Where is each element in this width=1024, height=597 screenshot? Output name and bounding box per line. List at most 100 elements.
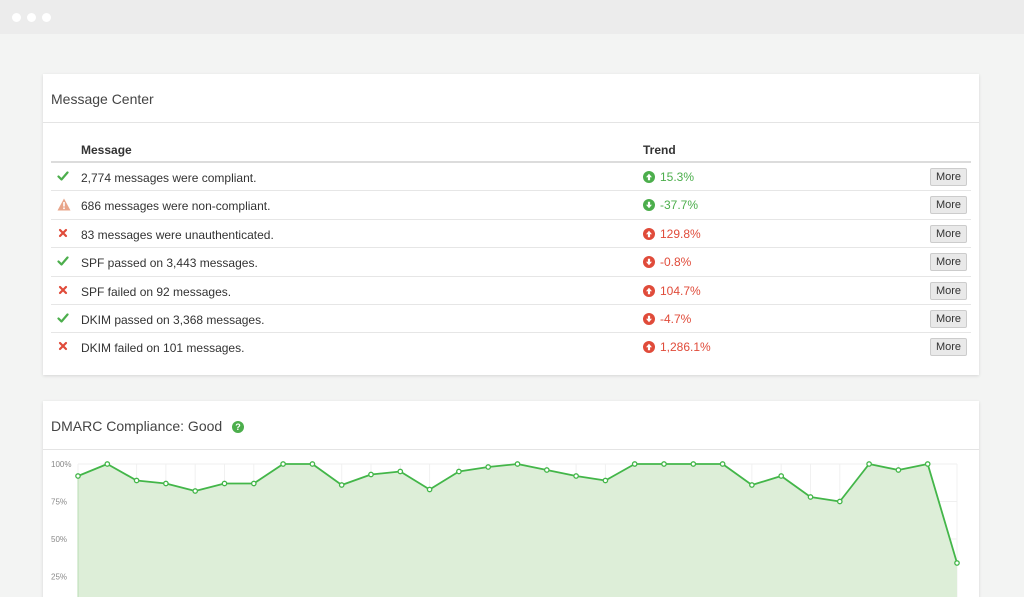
data-point	[280, 461, 286, 467]
data-point	[104, 461, 111, 467]
data-point	[661, 461, 667, 467]
message-text: 686 messages were non-compliant.	[81, 199, 271, 214]
area-fill	[78, 464, 957, 597]
y-tick-label: 75%	[51, 498, 67, 507]
message-text: 83 messages were unauthenticated.	[81, 227, 274, 242]
trend-value: 1,286.1%	[643, 340, 711, 354]
more-button[interactable]: More	[929, 196, 967, 215]
more-button[interactable]: More	[929, 338, 967, 357]
message-text: SPF failed on 92 messages.	[81, 284, 232, 299]
data-point	[719, 461, 726, 467]
window-maximize-icon[interactable]	[42, 13, 51, 22]
more-button[interactable]: More	[929, 253, 967, 272]
data-point	[778, 473, 785, 479]
data-point	[543, 467, 550, 473]
trend-value: 15.3%	[643, 170, 694, 184]
y-tick-label: 25%	[51, 573, 67, 582]
table-row: SPF passed on 3,443 messages. -0.8% More	[51, 248, 971, 277]
trend-value: -37.7%	[643, 198, 698, 212]
message-text: DKIM failed on 101 messages.	[81, 341, 245, 356]
trend-text: 15.3%	[660, 170, 695, 184]
x-icon	[57, 284, 71, 298]
table-row: DKIM passed on 3,368 messages. -4.7% More	[51, 305, 971, 334]
data-point	[221, 480, 228, 487]
message-table: Message Trend 2,774 messages were compli…	[51, 134, 971, 362]
x-icon	[57, 227, 71, 241]
data-point	[192, 488, 199, 494]
trend-text: -37.7%	[660, 198, 699, 213]
warning-icon	[57, 198, 71, 212]
trend-up-icon	[643, 341, 655, 354]
data-point	[426, 486, 433, 493]
data-point	[602, 477, 609, 484]
dmarc-compliance-chart: 100% 75% 50% 25%	[51, 460, 960, 597]
message-text: DKIM passed on 3,368 messages.	[81, 312, 265, 327]
data-point	[924, 461, 931, 467]
message-center-title: Message Center	[43, 74, 979, 123]
data-point	[690, 461, 697, 467]
data-point	[514, 461, 521, 467]
data-point	[807, 494, 814, 500]
trend-text: -4.7%	[660, 311, 692, 326]
window-minimize-icon[interactable]	[27, 13, 36, 22]
data-point	[75, 473, 81, 479]
trend-down-icon	[643, 256, 655, 269]
x-icon	[57, 340, 71, 354]
trend-text: 1,286.1%	[660, 340, 711, 355]
check-icon	[57, 255, 71, 269]
message-text: 2,774 messages were compliant.	[81, 171, 257, 185]
trend-value: -0.8%	[643, 255, 691, 269]
data-point	[749, 482, 755, 488]
data-point	[895, 467, 902, 473]
trend-down-icon	[643, 312, 655, 325]
more-button[interactable]: More	[929, 224, 967, 243]
trend-value: 129.8%	[643, 227, 701, 241]
table-header: Message Trend	[51, 134, 971, 163]
trend-up-icon	[643, 171, 655, 183]
column-header-message: Message	[81, 143, 132, 157]
trend-down-icon	[643, 199, 655, 212]
table-row: DKIM failed on 101 messages. 1,286.1% More	[51, 333, 971, 361]
trend-text: 104.7%	[660, 283, 701, 298]
y-tick-label: 100%	[51, 460, 71, 469]
table-row: 83 messages were unauthenticated. 129.8% M…	[51, 220, 971, 249]
data-point	[250, 480, 257, 487]
message-center-panel: Message Center Message Trend 2,774 messa…	[43, 74, 979, 375]
data-point	[485, 464, 492, 470]
dmarc-header: DMARC Compliance: Good ?	[43, 401, 979, 450]
data-point	[309, 461, 316, 467]
svg-text:?: ?	[235, 422, 241, 432]
more-button[interactable]: More	[929, 281, 967, 300]
more-button[interactable]: More	[929, 309, 967, 328]
data-point	[338, 482, 345, 488]
trend-value: -4.7%	[643, 312, 691, 326]
trend-text: -0.8%	[660, 255, 692, 270]
check-icon	[57, 312, 71, 326]
dmarc-compliance-panel: DMARC Compliance: Good ? 100% 75% 50% 25%	[43, 401, 979, 597]
question-icon[interactable]: ?	[232, 420, 245, 436]
trend-up-icon	[643, 227, 655, 240]
trend-value: 104.7%	[643, 284, 701, 298]
data-point	[133, 477, 140, 484]
table-row: 686 messages were non-compliant. -37.7% Mo…	[51, 191, 971, 220]
table-row: 2,774 messages were compliant. 15.3% More	[51, 163, 971, 192]
check-icon	[57, 170, 71, 184]
trend-text: 129.8%	[660, 226, 701, 241]
data-point	[631, 461, 638, 467]
data-point	[397, 468, 404, 475]
window-close-icon[interactable]	[12, 13, 21, 22]
data-point	[866, 461, 872, 467]
data-point	[368, 471, 374, 478]
data-point	[163, 480, 169, 487]
column-header-trend: Trend	[643, 143, 676, 157]
data-point	[573, 473, 579, 479]
dmarc-title: DMARC Compliance: Good	[51, 418, 223, 434]
window-titlebar	[0, 0, 1024, 34]
more-button[interactable]: More	[929, 168, 967, 186]
trend-up-icon	[643, 284, 655, 297]
table-row: SPF failed on 92 messages. 104.7% More	[51, 277, 971, 305]
data-point	[456, 468, 462, 475]
message-text: SPF passed on 3,443 messages.	[81, 256, 258, 271]
data-point	[954, 560, 960, 566]
data-point	[836, 498, 843, 505]
